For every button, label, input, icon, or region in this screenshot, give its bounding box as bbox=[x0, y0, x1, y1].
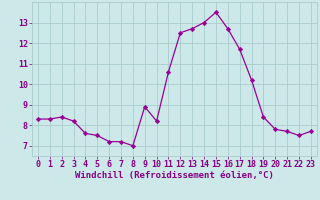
X-axis label: Windchill (Refroidissement éolien,°C): Windchill (Refroidissement éolien,°C) bbox=[75, 171, 274, 180]
